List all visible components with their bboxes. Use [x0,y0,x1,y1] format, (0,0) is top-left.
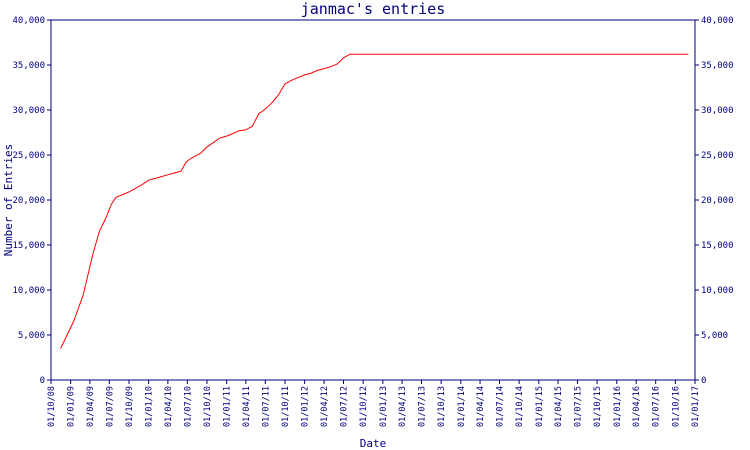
right-y-tick-label: 40,000 [701,16,734,26]
x-tick-label: 01/04/15 [554,386,564,427]
x-tick-label: 01/07/13 [418,386,428,427]
x-tick-label: 01/07/09 [105,386,115,427]
x-tick-label: 01/10/13 [437,386,447,427]
right-y-axis: 0 5,000 10,000 15,000 20,000 25,000 30,000 35,0… [695,16,734,386]
right-y-tick-label: 10,000 [701,286,734,296]
right-y-tick-label: 15,000 [701,241,734,251]
x-tick-label: 01/10/16 [671,386,681,427]
x-tick-label: 01/07/12 [340,386,350,427]
left-y-tick-label: 15,000 [12,241,45,251]
x-tick-label: 01/07/11 [261,386,271,427]
x-tick-label: 01/10/11 [281,386,291,427]
x-axis-label: Date [360,437,387,450]
left-y-tick-label: 10,000 [12,286,45,296]
right-y-tick-label: 35,000 [701,61,734,71]
left-y-tick-label: 35,000 [12,61,45,71]
x-tick-label: 01/10/12 [359,386,369,427]
x-tick-label: 01/01/09 [67,386,77,427]
right-y-tick-label: 30,000 [701,106,734,116]
entries-series-line [60,53,689,349]
x-tick-label: 01/04/11 [242,386,252,427]
left-y-tick-label: 40,000 [12,16,45,26]
left-y-tick-label: 5,000 [18,331,45,341]
left-y-tick-label: 0 [40,376,45,386]
x-tick-label: 01/10/14 [515,386,525,427]
x-tick-label: 01/04/10 [164,386,174,427]
right-y-tick-label: 5,000 [701,331,728,341]
left-y-tick-label: 30,000 [12,106,45,116]
chart-title: janmac's entries [301,0,446,18]
x-tick-label: 01/07/16 [652,386,662,427]
x-tick-label: 01/10/08 [47,386,57,427]
x-axis: 01/10/08 01/01/09 01/04/09 01/07/09 01/10/09… [47,380,701,427]
x-tick-label: 01/01/12 [301,386,311,427]
right-y-tick-label: 25,000 [701,151,734,161]
x-tick-label: 01/01/16 [613,386,623,427]
left-y-tick-label: 20,000 [12,196,45,206]
x-tick-label: 01/01/14 [457,386,467,427]
x-tick-label: 01/04/16 [632,386,642,427]
left-y-axis: 0 5,000 10,000 15,000 20,000 25,000 30,000 35,0… [12,16,51,386]
x-tick-label: 01/10/09 [125,386,135,427]
x-tick-label: 01/10/15 [593,386,603,427]
x-tick-label: 01/04/12 [320,386,330,427]
x-tick-label: 01/07/15 [573,386,583,427]
plot-area-frame [50,19,696,381]
y-axis-label: Number of Entries [2,144,15,257]
x-tick-label: 01/01/17 [691,386,701,427]
right-y-tick-label: 0 [701,376,706,386]
x-tick-label: 01/01/11 [223,386,233,427]
x-tick-label: 01/07/14 [495,386,505,427]
left-y-tick-label: 25,000 [12,151,45,161]
x-tick-label: 01/01/15 [535,386,545,427]
x-tick-label: 01/04/14 [476,386,486,427]
right-y-tick-label: 20,000 [701,196,734,206]
x-tick-label: 01/10/10 [203,386,213,427]
x-tick-label: 01/07/10 [183,386,193,427]
x-tick-label: 01/04/13 [398,386,408,427]
x-tick-label: 01/01/10 [145,386,155,427]
x-tick-label: 01/01/13 [379,386,389,427]
x-tick-label: 01/04/09 [86,386,96,427]
